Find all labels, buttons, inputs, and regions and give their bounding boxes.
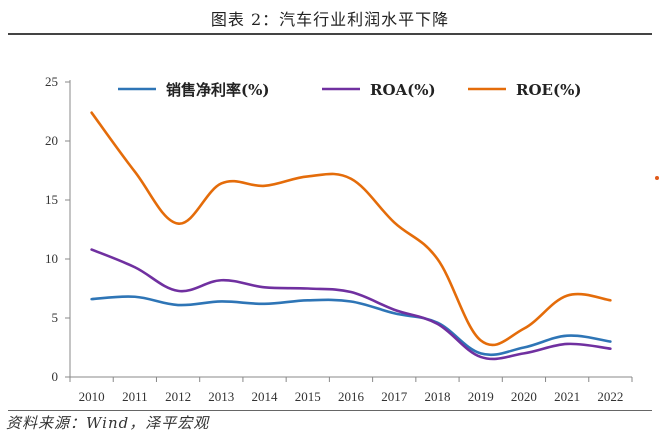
x-tick-label: 2017 <box>381 389 408 404</box>
series-line-net-margin <box>90 295 612 357</box>
legend-label-roe: ROE(%) <box>516 81 581 99</box>
y-tick-label: 20 <box>45 133 58 148</box>
series-line-roe <box>90 111 612 347</box>
x-tick-label: 2015 <box>295 389 321 404</box>
x-tick-label: 2018 <box>424 389 450 404</box>
x-tick-label: 2012 <box>165 389 191 404</box>
y-tick-label: 15 <box>45 192 58 207</box>
x-tick-label: 2010 <box>79 389 105 404</box>
x-tick-label: 2013 <box>208 389 234 404</box>
y-tick-label: 10 <box>45 251 58 266</box>
x-tick-label: 2019 <box>468 389 494 404</box>
source-note: 资料来源：Wind，泽平宏观 <box>6 414 210 432</box>
axes-group: 0 5 10 15 20 25 2010 2011 2012 2013 2014 2015 2016 20… <box>45 74 633 404</box>
source-divider <box>8 410 652 411</box>
y-tick-label: 5 <box>52 310 59 325</box>
x-tick-label: 2022 <box>597 389 623 404</box>
legend-label-net-margin: 销售净利率(%) <box>166 81 269 99</box>
legend-group: 销售净利率(%) ROA(%) ROE(%) <box>118 81 581 99</box>
x-tick-label: 2020 <box>511 389 537 404</box>
y-tick-label: 25 <box>45 74 58 89</box>
title-divider <box>8 33 652 35</box>
x-tick-label: 2014 <box>252 389 279 404</box>
legend-label-roa: ROA(%) <box>370 81 436 99</box>
x-tick-label: 2016 <box>338 389 365 404</box>
chart-title: 图表 2：汽车行业利润水平下降 <box>210 10 450 29</box>
series-line-roa <box>90 248 612 361</box>
y-tick-label: 0 <box>52 369 59 384</box>
corner-marker <box>655 176 659 180</box>
x-tick-label: 2011 <box>122 389 148 404</box>
series-group <box>90 111 612 361</box>
x-tick-label: 2021 <box>554 389 580 404</box>
